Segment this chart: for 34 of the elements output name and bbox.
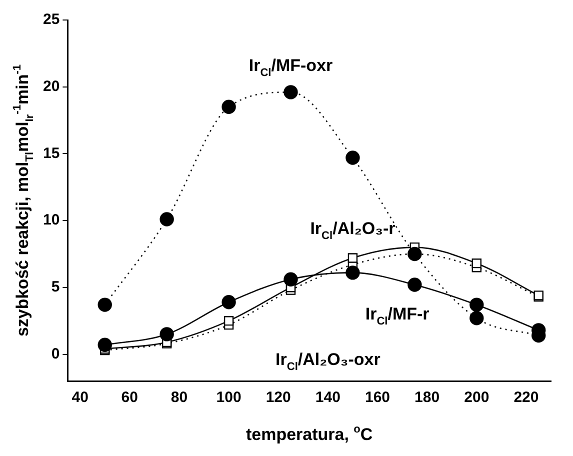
x-tick-label: 220 <box>514 389 539 406</box>
point <box>160 327 174 342</box>
point <box>348 253 358 263</box>
point <box>222 100 236 114</box>
x-tick-label: 80 <box>170 389 188 406</box>
x-tick-label: 200 <box>464 389 490 406</box>
y-tick-label: 10 <box>42 212 60 229</box>
point <box>346 150 360 165</box>
point <box>160 212 174 226</box>
y-tick-label: 20 <box>42 78 60 95</box>
x-tick-label: 160 <box>364 389 390 406</box>
point <box>470 311 484 326</box>
point <box>222 295 236 310</box>
x-tick-label: 40 <box>72 389 88 406</box>
y-tick-label: 0 <box>51 345 60 362</box>
point <box>408 246 422 262</box>
point <box>470 298 484 312</box>
x-tick-label: 180 <box>414 389 440 406</box>
x-tick-label: 100 <box>216 389 242 406</box>
y-tick-label: 25 <box>42 11 60 28</box>
y-tick-label: 15 <box>42 144 60 162</box>
y-tick-label: 5 <box>51 278 60 296</box>
point <box>284 272 298 286</box>
point <box>346 266 360 280</box>
point <box>284 85 298 100</box>
point <box>408 278 422 292</box>
x-tick-label: 140 <box>315 389 340 406</box>
x-tick-label: 60 <box>121 389 138 406</box>
y-axis-title: szybkość reakcji, molTlmolIr-1min-1 <box>11 64 36 337</box>
point <box>98 338 112 352</box>
point <box>98 298 112 312</box>
x-tick-label: 120 <box>266 389 291 406</box>
point <box>472 258 482 268</box>
point <box>224 316 234 326</box>
